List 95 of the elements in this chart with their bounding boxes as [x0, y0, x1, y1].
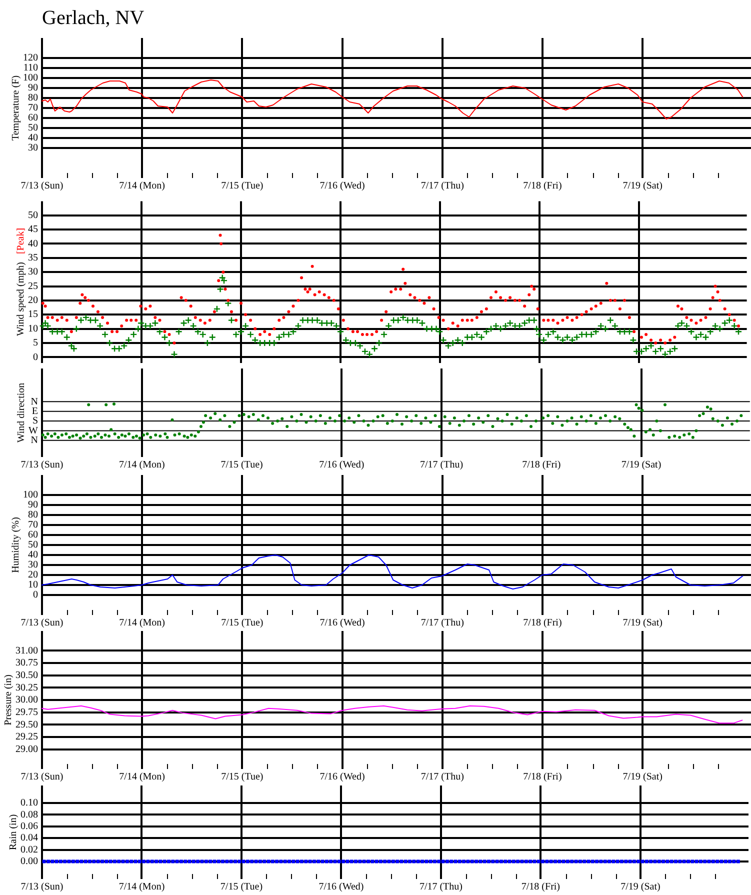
y-tick-label: 80	[28, 510, 38, 521]
x-tick-label: 7/16 (Wed)	[320, 772, 365, 783]
series-label: N	[30, 396, 38, 408]
y-tick-label: 29.50	[16, 719, 38, 730]
y-tick-label: 80	[28, 92, 38, 104]
y-tick-label: 40	[28, 550, 38, 561]
x-tick-label: 7/14 (Mon)	[119, 618, 166, 629]
x-tick-label: 7/18 (Fri)	[523, 772, 562, 783]
y-tick-label: 60	[28, 530, 38, 541]
x-tick-label: 7/19 (Sat)	[620, 882, 660, 893]
y-tick-label: 70	[28, 520, 38, 531]
series-label: S	[32, 416, 38, 427]
x-tick-label: 7/14 (Mon)	[118, 882, 165, 893]
y-tick-label: 0	[33, 590, 38, 601]
x-tick-label: 7/15 (Tue)	[220, 460, 263, 471]
x-tick-label: 7/14 (Mon)	[119, 180, 166, 192]
x-tick-label: 7/18 (Fri)	[521, 882, 560, 893]
series-label: W	[28, 425, 39, 436]
x-tick-label: 7/17 (Thu)	[420, 180, 464, 192]
y-tick-label: 15	[28, 309, 38, 320]
x-tick-label: 7/17 (Thu)	[420, 460, 464, 471]
x-tick-label: 7/16 (Wed)	[320, 180, 365, 192]
x-tick-label: 7/17 (Thu)	[420, 772, 464, 783]
y-tick-label: 20	[28, 570, 38, 581]
x-tick-label: 7/15 (Tue)	[221, 772, 264, 783]
y-tick-label: 50	[28, 122, 38, 134]
x-tick-label: 7/15 (Tue)	[221, 180, 264, 192]
y-axis-title: Wind direction	[16, 382, 28, 443]
y-axis-title: Wind speed (mph)	[16, 262, 27, 336]
y-tick-label: 90	[28, 500, 38, 511]
y-axis-title: Humidity (%)	[10, 517, 22, 573]
y-tick-label: 29.75	[16, 706, 38, 718]
y-tick-label: 110	[23, 62, 38, 74]
x-tick-label: 7/13 (Sun)	[20, 882, 64, 893]
y-tick-label: 45	[28, 224, 38, 236]
series-label: N	[30, 435, 38, 446]
x-tick-label: 7/18 (Fri)	[523, 618, 562, 629]
x-tick-label: 7/18 (Fri)	[522, 460, 561, 471]
y-tick-label: 100	[23, 490, 38, 501]
y-tick-label: 0.02	[20, 844, 38, 856]
x-tick-label: 7/14 (Mon)	[119, 772, 166, 783]
x-tick-label: 7/15 (Tue)	[220, 882, 263, 893]
x-tick-label: 7/17 (Thu)	[420, 618, 464, 629]
y-tick-label: 25	[28, 280, 38, 292]
y-tick-label: 30.25	[16, 682, 38, 694]
y-tick-label: 40	[28, 238, 38, 250]
x-tick-label: 7/15 (Tue)	[221, 618, 264, 629]
x-tick-label: 7/19 (Sat)	[622, 772, 662, 783]
x-tick-label: 7/13 (Sun)	[20, 618, 64, 629]
y-tick-label: 30	[28, 142, 38, 154]
y-axis-title: Pressure (in)	[3, 674, 14, 726]
y-tick-label: 29.25	[16, 732, 38, 743]
chart-title: Gerlach, NV	[42, 6, 144, 30]
text: [Peak]	[16, 228, 27, 254]
y-tick-label: 40	[28, 132, 38, 144]
y-tick-label: 90	[28, 82, 38, 94]
y-tick-label: 29.00	[16, 744, 38, 755]
x-tick-label: 7/13 (Sun)	[20, 460, 64, 471]
y-tick-label: 50	[28, 540, 38, 551]
y-tick-label: 20	[28, 295, 38, 306]
x-tick-label: 7/14 (Mon)	[118, 460, 165, 471]
y-tick-label: 10	[28, 580, 38, 591]
x-tick-label: 7/17 (Thu)	[419, 882, 462, 893]
y-tick-label: 31.00	[16, 645, 38, 656]
y-tick-label: 0.00	[20, 856, 38, 868]
series-label: E	[32, 406, 38, 417]
x-tick-label: 7/13 (Sun)	[20, 180, 64, 192]
x-tick-label: 7/16 (Wed)	[319, 460, 364, 471]
y-tick-label: 70	[28, 102, 38, 114]
y-tick-label: 10	[28, 323, 38, 334]
y-tick-label: 5	[33, 338, 38, 349]
x-tick-label: 7/19 (Sat)	[622, 618, 662, 629]
y-tick-label: 30	[28, 560, 38, 571]
y-tick-label: 50	[28, 210, 38, 221]
x-tick-label: 7/13 (Sun)	[20, 772, 64, 783]
y-tick-label: 30.75	[16, 658, 38, 669]
y-tick-label: 60	[28, 112, 38, 124]
y-tick-label: 0.10	[20, 798, 38, 809]
y-tick-label: 120	[23, 52, 38, 64]
x-tick-label: 7/16 (Wed)	[320, 618, 365, 629]
y-tick-label: 0.06	[20, 821, 38, 832]
y-axis-title: Temperature (F)	[10, 75, 22, 141]
y-tick-label: 0.04	[20, 832, 38, 844]
y-axis-title: Rain (in)	[8, 814, 20, 850]
y-tick-label: 0	[33, 352, 38, 363]
x-tick-label: 7/16 (Wed)	[318, 882, 364, 893]
y-tick-label: 30	[28, 266, 38, 278]
y-tick-label: 0.08	[20, 809, 38, 820]
y-tick-label: 30.50	[16, 670, 38, 681]
y-tick-label: 35	[28, 252, 38, 264]
x-tick-label: 7/19 (Sat)	[621, 460, 662, 471]
x-tick-label: 7/19 (Sat)	[622, 180, 662, 192]
y-tick-label: 100	[23, 72, 38, 84]
x-tick-label: 7/18 (Fri)	[523, 180, 562, 192]
y-tick-label: 30.00	[16, 694, 38, 706]
